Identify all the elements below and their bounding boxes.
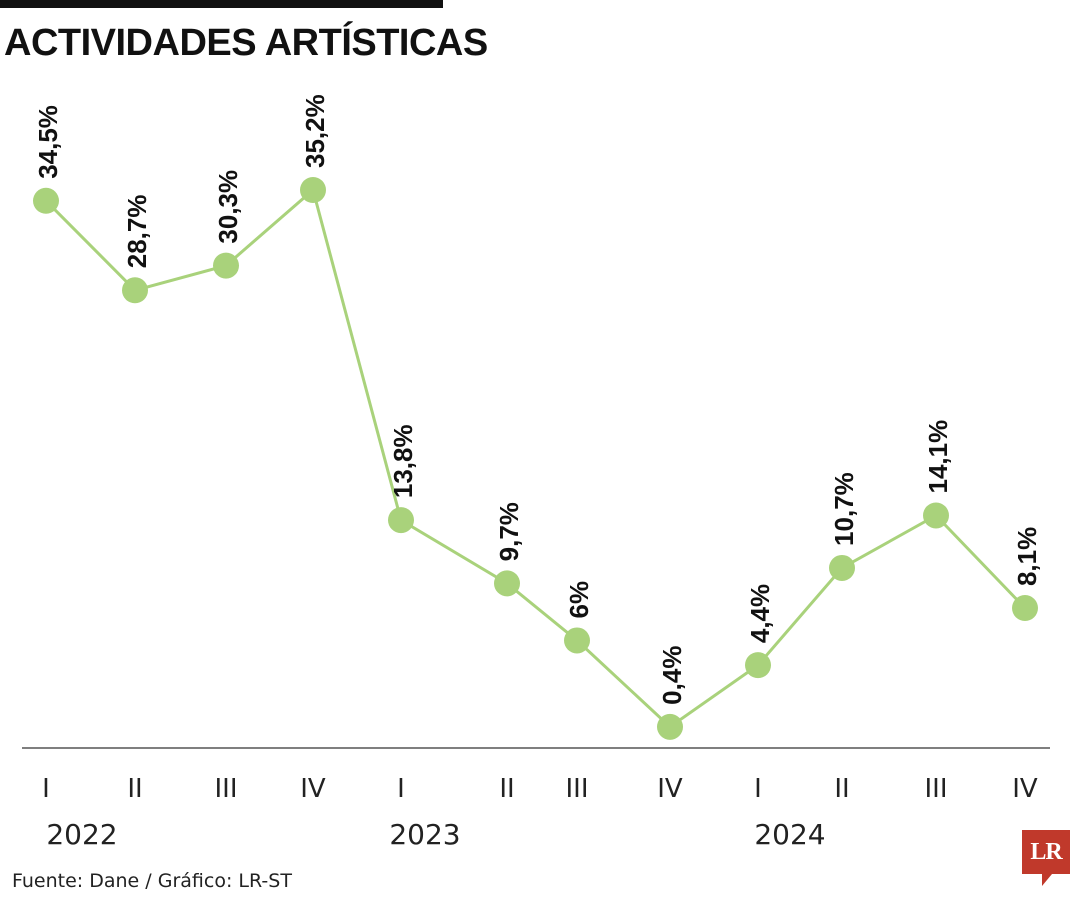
data-label-6: 9,7% [494,502,524,561]
x-tick-label-9: I [754,774,762,804]
lr-logo: LR [1022,830,1070,886]
x-tick-label-8: IV [657,774,683,804]
x-tick-label-12: IV [1012,774,1038,804]
data-label-4: 35,2% [300,94,330,168]
data-label-11: 14,1% [923,420,953,494]
data-point-8 [657,713,683,740]
data-label-8: 0,4% [657,646,687,705]
year-label-2022: 2022 [46,818,117,851]
x-tick-label-10: II [834,774,849,804]
data-point-9 [745,652,771,679]
data-point-6 [494,570,520,597]
x-tick-label-6: II [499,774,514,804]
data-markers [33,177,1038,740]
x-tick-label-7: III [565,774,588,804]
year-label-2023: 2023 [389,818,460,851]
x-tick-label-3: III [214,774,237,804]
chart-title: ACTIVIDADES ARTÍSTICAS [4,22,488,64]
x-tick-labels: I II III IV I II III IV I II III IV [42,774,1038,804]
data-point-10 [829,554,855,581]
series-line [44,187,1027,729]
data-label-2: 28,7% [122,195,152,269]
data-point-7 [564,627,590,654]
x-tick-label-2: II [127,774,142,804]
data-label-7: 6% [564,581,594,619]
data-point-4 [300,177,326,203]
top-rule [0,0,443,8]
x-tick-label-5: I [397,774,405,804]
x-tick-label-4: IV [300,774,326,804]
year-label-2024: 2024 [754,818,825,851]
data-label-12: 8,1% [1012,527,1042,586]
data-label-5: 13,8% [388,424,418,498]
logo-text: LR [1030,838,1062,865]
source-note: Fuente: Dane / Gráfico: LR-ST [12,870,292,892]
x-tick-label-1: I [42,774,50,804]
data-point-1 [33,187,59,214]
data-point-11 [923,502,949,529]
year-labels: 2022 2023 2024 [46,818,825,851]
data-point-5 [388,507,414,534]
x-tick-label-11: III [924,774,947,804]
data-labels: 34,5% 28,7% 30,3% 35,2% 13,8% 9,7% 6% 0,4% 4,4% 1… [33,94,1042,705]
data-point-2 [122,277,148,304]
data-label-3: 30,3% [213,170,243,244]
data-label-9: 4,4% [745,584,775,643]
data-point-12 [1012,595,1038,622]
data-label-10: 10,7% [829,472,859,546]
data-point-3 [213,252,239,279]
data-label-1: 34,5% [33,105,63,179]
